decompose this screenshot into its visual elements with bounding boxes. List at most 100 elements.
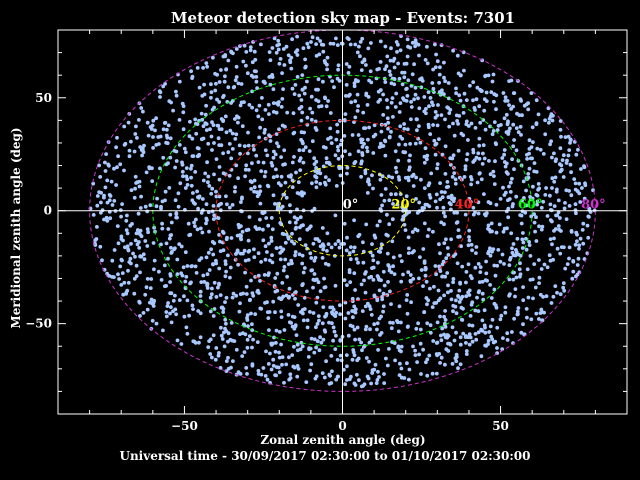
event-point (411, 184, 416, 188)
event-point (399, 259, 404, 264)
event-point (237, 143, 242, 148)
event-point (387, 174, 391, 179)
event-point (185, 331, 190, 336)
event-point (511, 122, 516, 127)
event-point (468, 83, 472, 88)
event-point (353, 99, 358, 104)
event-point (385, 363, 390, 368)
event-point (522, 196, 526, 200)
event-point (385, 105, 390, 110)
center-zenith-label: 0° (343, 198, 359, 213)
event-point (543, 132, 548, 137)
event-point (327, 160, 331, 165)
event-point (585, 223, 590, 228)
event-point (511, 104, 515, 109)
event-point (217, 266, 222, 271)
event-point (483, 213, 488, 218)
event-point (269, 343, 274, 347)
event-point (187, 134, 192, 139)
event-point (271, 357, 276, 362)
event-point (208, 127, 212, 132)
event-point (437, 80, 441, 85)
event-point (515, 312, 520, 317)
event-point (322, 328, 327, 333)
event-point (451, 153, 456, 158)
event-point (536, 182, 541, 186)
event-point (200, 230, 205, 235)
event-point (294, 333, 299, 337)
event-point (220, 337, 225, 341)
event-point (256, 291, 261, 295)
event-point (138, 206, 143, 210)
event-point (498, 317, 503, 322)
event-point (484, 99, 489, 103)
event-point (500, 252, 505, 257)
event-point (528, 277, 533, 282)
event-point (155, 196, 160, 201)
event-point (405, 311, 410, 316)
event-point (235, 114, 239, 119)
event-point (256, 251, 261, 256)
event-point (415, 128, 419, 133)
event-point (347, 377, 352, 382)
event-point (300, 253, 305, 258)
event-point (137, 118, 141, 122)
event-point (379, 129, 384, 134)
event-point (464, 352, 469, 356)
event-point (360, 145, 365, 149)
event-point (494, 93, 499, 98)
event-point (424, 279, 429, 284)
event-point (266, 362, 271, 366)
event-point (293, 296, 297, 301)
event-point (180, 169, 185, 174)
event-point (400, 82, 405, 87)
event-point (554, 213, 558, 218)
event-point (479, 177, 484, 182)
event-point (277, 330, 282, 334)
event-point (254, 75, 259, 79)
event-point (446, 81, 451, 85)
event-point (178, 181, 183, 186)
event-point (443, 274, 447, 279)
event-point (321, 49, 326, 54)
event-point (430, 305, 435, 309)
event-point (454, 113, 459, 118)
event-point (276, 102, 281, 107)
event-point (365, 191, 370, 195)
event-point (251, 337, 256, 342)
event-point (185, 298, 190, 303)
event-point (174, 159, 179, 163)
event-point (293, 220, 298, 225)
event-point (195, 227, 200, 232)
event-point (424, 111, 428, 116)
event-point (267, 133, 271, 138)
event-point (190, 136, 195, 141)
event-point (484, 271, 489, 276)
event-point (129, 188, 134, 193)
event-point (163, 284, 167, 289)
event-point (128, 256, 133, 261)
event-point (375, 378, 380, 382)
event-point (121, 238, 125, 243)
event-point (379, 246, 383, 251)
event-point (305, 325, 310, 330)
event-point (494, 142, 498, 147)
event-point (425, 321, 430, 326)
event-point (399, 366, 404, 371)
event-point (310, 181, 314, 186)
event-point (355, 358, 360, 363)
event-point (467, 288, 472, 293)
event-point (347, 270, 352, 275)
event-point (327, 381, 332, 386)
event-point (292, 344, 296, 349)
event-point (480, 291, 485, 296)
event-point (456, 366, 460, 371)
event-point (142, 143, 146, 148)
event-point (476, 211, 481, 216)
event-point (291, 111, 296, 116)
event-point (262, 273, 267, 277)
event-point (378, 177, 383, 182)
event-point (513, 294, 517, 299)
event-point (534, 170, 539, 174)
event-point (344, 83, 349, 87)
